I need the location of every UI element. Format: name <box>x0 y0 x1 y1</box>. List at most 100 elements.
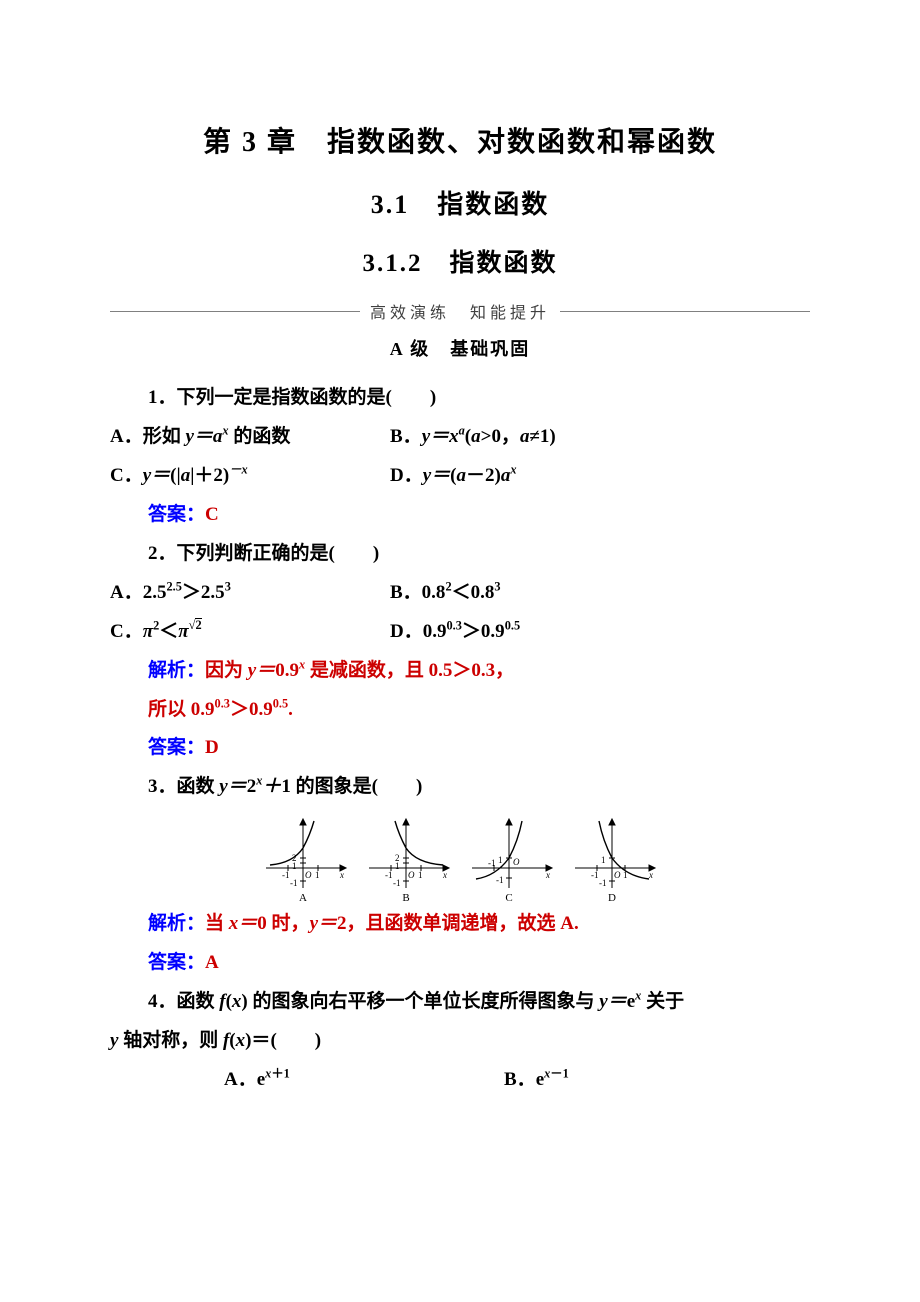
q4-A-expr: ex＋1 <box>257 1069 290 1090</box>
svg-text:O: O <box>305 870 312 880</box>
q3-fig-D: 1 -1 O 1 x -1 D <box>567 813 662 903</box>
q3-expl-mid: 时， <box>267 913 310 934</box>
q3-stem-pre: 3．函数 <box>148 776 219 797</box>
q1-opts-row1: A．形如 y＝ax 的函数 B．y＝xa(a>0，a≠1) <box>110 418 810 457</box>
svg-text:-1: -1 <box>496 875 504 885</box>
svg-text:O: O <box>408 870 415 880</box>
q2-ans-label: 答案： <box>148 737 205 758</box>
q2-B: B．0.82＜0.83 <box>390 574 501 613</box>
q3-answer: 答案：A <box>110 944 810 983</box>
q1-A-expr: y＝ax <box>185 426 228 447</box>
divider-row: 高效演练 知能提升 <box>110 299 810 323</box>
q1-stem: 1．下列一定是指数函数的是( ) <box>110 379 810 418</box>
q4-stem2: y 轴对称，则 f(x)＝( ) <box>110 1022 810 1061</box>
svg-text:1: 1 <box>292 861 297 871</box>
q3-ans: A <box>205 952 219 973</box>
svg-text:x: x <box>545 870 550 880</box>
q1-A-post: 的函数 <box>229 426 291 447</box>
q3-expl-pre: 当 <box>205 913 229 934</box>
q3-expl: 解析：当 x＝0 时，y＝2，且函数单调递增，故选 A. <box>110 905 810 944</box>
svg-text:O: O <box>614 870 621 880</box>
svg-text:1: 1 <box>418 870 423 880</box>
q2-D: D．0.90.3＞0.90.5 <box>390 613 520 652</box>
divider-line-right <box>560 311 810 312</box>
q4-line2-expr: f(x)＝ <box>223 1030 270 1051</box>
q4-stem1: 4．函数 f(x) 的图象向右平移一个单位长度所得图象与 y＝ex 关于 <box>110 983 810 1022</box>
q3-ans-label: 答案： <box>148 952 205 973</box>
q2-opts-row1: A．2.52.5＞2.53 B．0.82＜0.83 <box>110 574 810 613</box>
level-label: A 级 基础巩固 <box>110 335 810 361</box>
q4-B-expr: ex－1 <box>536 1069 569 1090</box>
q2-expl1-pre: 因为 <box>205 660 248 681</box>
q3-expl-label: 解析： <box>148 913 205 934</box>
chapter-title: 第 3 章 指数函数、对数函数和幂函数 <box>110 120 810 160</box>
q4-line2-post: ( ) <box>270 1030 321 1051</box>
q4-opts-row1: A．ex＋1 B．ex－1 <box>110 1061 810 1100</box>
q3-figs: 2 1 -1 O 1 x -1 A <box>110 813 810 903</box>
q4-B-pre: B． <box>504 1069 536 1090</box>
svg-text:1: 1 <box>395 861 400 871</box>
q2-opts-row2: C．π2＜π√2 D．0.90.3＞0.90.5 <box>110 613 810 652</box>
q3-figB-label: B <box>402 892 409 903</box>
svg-text:-1: -1 <box>599 878 607 888</box>
page: 第 3 章 指数函数、对数函数和幂函数 3.1 指数函数 3.1.2 指数函数 … <box>0 0 920 1160</box>
divider-text-left: 高效演练 <box>360 299 460 323</box>
svg-text:-1: -1 <box>393 878 401 888</box>
q2-answer: 答案：D <box>110 729 810 768</box>
svg-text:-1: -1 <box>591 870 599 880</box>
q3-stem: 3．函数 y＝2x＋1 的图象是( ) <box>110 768 810 807</box>
section-title: 3.1 指数函数 <box>110 184 810 221</box>
q3-stem-expr: y＝2x＋1 <box>219 776 291 797</box>
q4-stem-pre: 4．函数 <box>148 991 219 1012</box>
q3-figA-label: A <box>299 892 307 903</box>
q4-stem-expr: y＝ex <box>599 991 641 1012</box>
q2-stem: 2．下列判断正确的是( ) <box>110 535 810 574</box>
q4-A-pre: A． <box>224 1069 257 1090</box>
q3-fig-A: 2 1 -1 O 1 x -1 A <box>258 813 353 903</box>
q3-fig-B: 2 1 -1 O 1 x -1 B <box>361 813 456 903</box>
q2-ans: D <box>205 737 219 758</box>
q1-ans: C <box>205 504 219 525</box>
q2-expl-label: 解析： <box>148 660 205 681</box>
svg-text:-1: -1 <box>282 870 290 880</box>
q2-A: A．2.52.5＞2.53 <box>110 574 390 613</box>
q2-expl1-expr: y＝0.9x <box>248 660 305 681</box>
divider-text-right: 知能提升 <box>460 299 560 323</box>
q3-figD-label: D <box>608 892 616 903</box>
q4-stem-post: 关于 <box>641 991 684 1012</box>
q3-stem-post: 的图象是( ) <box>291 776 422 797</box>
q3-fig-C: 1 -1 O x -1 C <box>464 813 559 903</box>
q1-ans-label: 答案： <box>148 504 205 525</box>
svg-text:-1: -1 <box>290 878 298 888</box>
svg-text:x: x <box>648 870 653 880</box>
svg-text:1: 1 <box>315 870 320 880</box>
svg-text:-1: -1 <box>385 870 393 880</box>
q1-B-cond: (a>0，a≠1) <box>465 426 556 447</box>
q1-C-pre: C． <box>110 465 143 486</box>
q3-figC-label: C <box>505 892 512 903</box>
q1-D-expr: y＝(a－2)ax <box>423 465 517 486</box>
subsection-title: 3.1.2 指数函数 <box>110 243 810 279</box>
q1-C-expr: y＝(|a|＋2)－x <box>143 465 248 486</box>
q1-B-expr: y＝xa <box>422 426 465 447</box>
q1-A-pre: A．形如 <box>110 426 185 447</box>
svg-text:x: x <box>339 870 344 880</box>
svg-text:1: 1 <box>601 855 606 865</box>
q4-stem-f: f(x) <box>219 991 247 1012</box>
svg-text:x: x <box>442 870 447 880</box>
q1-opts-row2: C．y＝(|a|＋2)－x D．y＝(a－2)ax <box>110 457 810 496</box>
q3-expl-x: x＝0 <box>229 913 267 934</box>
q2-expl1: 解析：因为 y＝0.9x 是减函数，且 0.5＞0.3， <box>110 652 810 691</box>
q4-line2-pre-rest: 轴对称，则 <box>118 1030 223 1051</box>
q2-C: C．π2＜π√2 <box>110 613 390 652</box>
svg-text:1: 1 <box>498 855 503 865</box>
q1-B-pre: B． <box>390 426 422 447</box>
q3-expl-y: y＝2 <box>310 913 347 934</box>
divider-line-left <box>110 311 360 312</box>
q1-D-pre: D． <box>390 465 423 486</box>
q1-answer: 答案：C <box>110 496 810 535</box>
q4-stem-mid: 的图象向右平移一个单位长度所得图象与 <box>248 991 600 1012</box>
svg-text:1: 1 <box>623 870 628 880</box>
q3-expl-post: ，且函数单调递增，故选 A. <box>347 913 579 934</box>
svg-text:O: O <box>513 857 520 867</box>
